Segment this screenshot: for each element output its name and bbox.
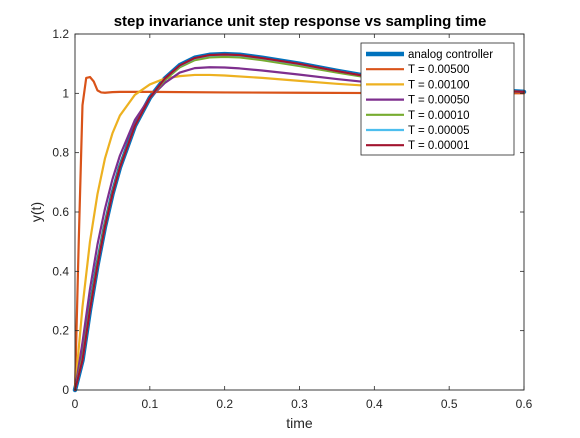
y-axis-label: y(t) <box>28 202 44 222</box>
x-tick-label: 0.3 <box>291 397 308 411</box>
y-tick-label: 0.6 <box>52 205 69 219</box>
ticks-layer: 0 0.1 0.2 0.3 0.4 0.5 0.6 0 0.2 0.4 0.6 0.8 1 1.2 <box>52 27 532 411</box>
y-tick-label: 1 <box>62 86 69 100</box>
x-tick-label: 0.5 <box>441 397 458 411</box>
x-tick-label: 0.6 <box>516 397 533 411</box>
legend-label-6: T = 0.00005 <box>408 125 470 137</box>
y-tick-label: 0.2 <box>52 324 69 338</box>
legend-label-1: analog controller <box>408 49 493 61</box>
legend-label-2: T = 0.00500 <box>408 64 470 76</box>
chart-title: step invariance unit step response vs sa… <box>114 13 487 30</box>
y-tick-label: 0 <box>62 383 69 397</box>
legend-label-3: T = 0.00100 <box>408 79 470 91</box>
legend-label-5: T = 0.00010 <box>408 110 470 122</box>
x-tick-label: 0.1 <box>141 397 158 411</box>
series-line-2 <box>73 75 526 392</box>
legend-label-4: T = 0.00050 <box>408 95 470 107</box>
x-tick-label: 0 <box>72 397 79 411</box>
x-tick-label: 0.4 <box>366 397 383 411</box>
x-axis-label: time <box>286 415 313 431</box>
y-tick-label: 1.2 <box>52 27 69 41</box>
y-tick-label: 0.4 <box>52 264 69 278</box>
y-tick-label: 0.8 <box>52 146 69 160</box>
legend-label-7: T = 0.00001 <box>408 140 470 152</box>
x-tick-label: 0.2 <box>216 397 233 411</box>
legend: analog controller T = 0.00500 T = 0.00100 T… <box>360 42 515 156</box>
